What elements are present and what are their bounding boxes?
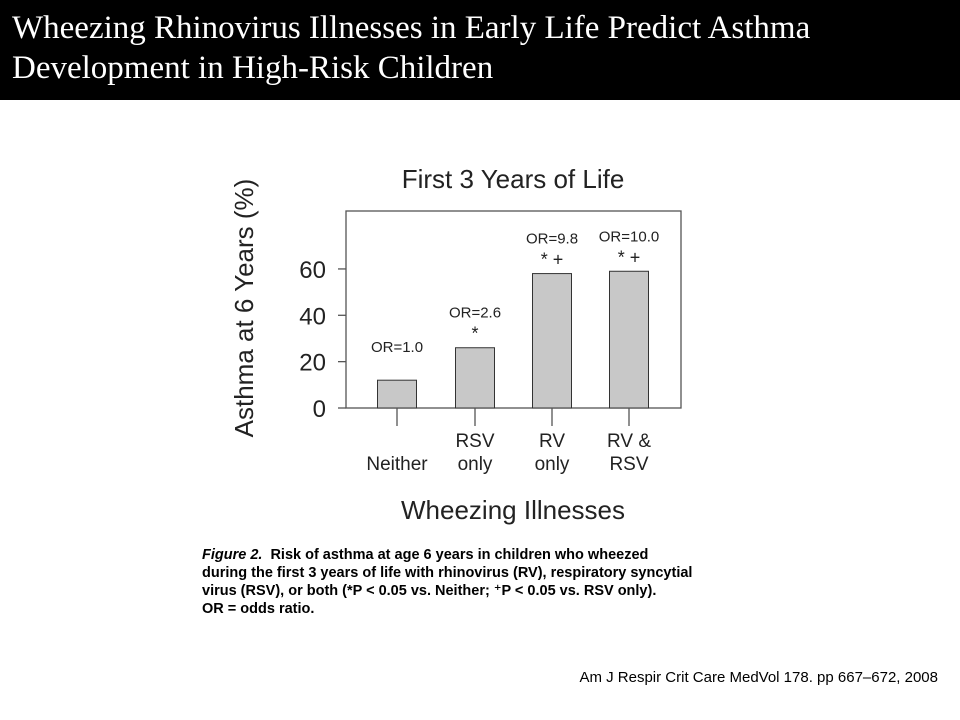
odds-ratio-label: OR=10.0 (599, 228, 659, 245)
significance-label: * (471, 324, 478, 344)
slide-title-bar: Wheezing Rhinovirus Illnesses in Early L… (0, 0, 960, 100)
y-tick-label: 40 (299, 303, 326, 330)
significance-label: * + (618, 247, 641, 267)
x-tick-label: RSV (455, 431, 494, 452)
odds-ratio-label: OR=2.6 (449, 305, 501, 322)
caption-line-3: virus (RSV), or both (*P < 0.05 vs. Neit… (202, 583, 657, 599)
y-tick-label: 0 (313, 396, 326, 423)
citation: Am J Respir Crit Care MedVol 178. pp 667… (579, 669, 938, 686)
x-axis-label: Wheezing Illnesses (401, 495, 625, 525)
bar (377, 379, 417, 409)
slide-title-line-2: Development in High-Risk Children (12, 50, 494, 86)
slide-title-line-1: Wheezing Rhinovirus Illnesses in Early L… (12, 10, 811, 46)
chart-title: First 3 Years of Life (402, 164, 625, 194)
x-tick-label: RV (539, 431, 565, 452)
bar (532, 273, 572, 409)
caption-line-2: during the first 3 years of life with rh… (202, 565, 693, 581)
y-tick-label: 20 (299, 350, 326, 377)
caption-label: Figure 2. (202, 547, 263, 563)
y-axis-label: Asthma at 6 Years (%) (229, 179, 259, 438)
x-tick-label: RV & (607, 431, 651, 452)
y-tick-label: 60 (299, 257, 326, 284)
x-tick-label: only (535, 454, 570, 475)
odds-ratio-label: OR=1.0 (371, 339, 423, 356)
x-tick-label: only (458, 454, 493, 475)
bar (455, 347, 495, 409)
figure-caption: Figure 2. Risk of asthma at age 6 years i… (202, 546, 722, 618)
odds-ratio-label: OR=9.8 (526, 231, 578, 248)
x-tick-label: Neither (366, 454, 428, 475)
bar (609, 270, 649, 409)
x-tick-label: RSV (609, 454, 648, 475)
significance-label: * + (541, 250, 564, 270)
caption-line-1: Risk of asthma at age 6 years in childre… (270, 547, 649, 563)
plot-frame (345, 210, 682, 409)
caption-line-4: OR = odds ratio. (202, 601, 315, 617)
